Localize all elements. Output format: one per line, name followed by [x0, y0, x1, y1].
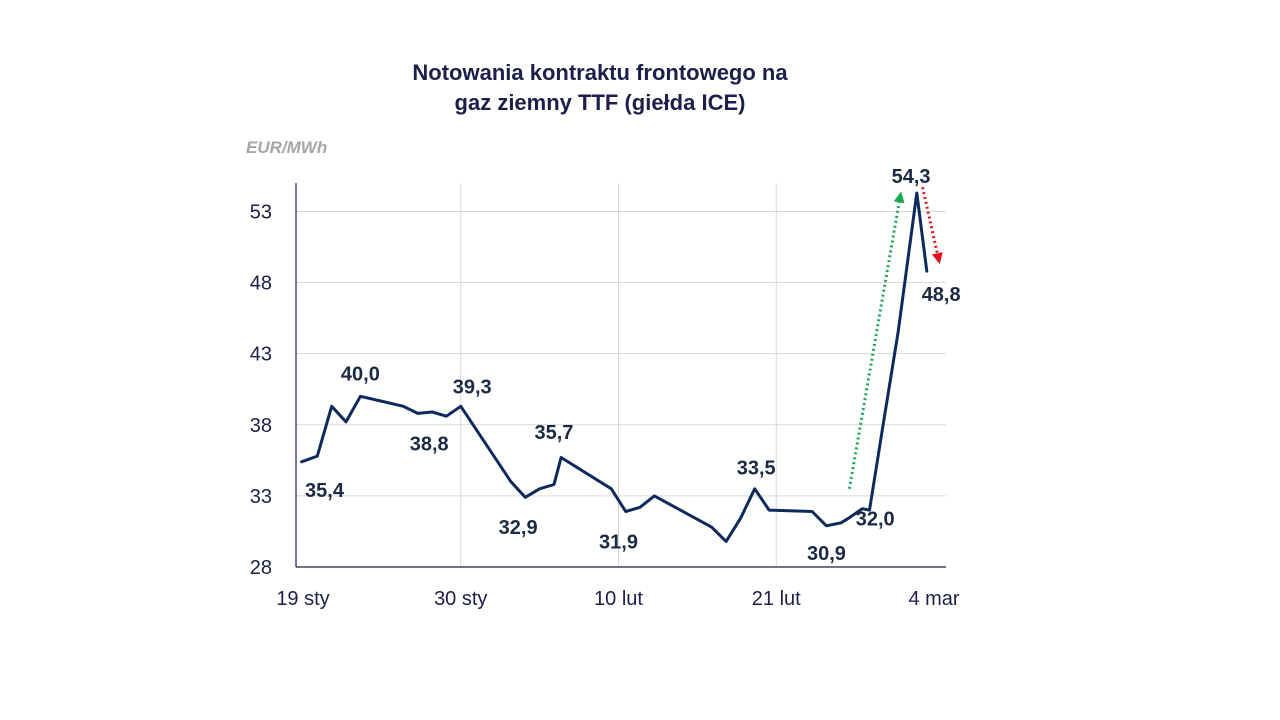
data-label: 38,8 — [410, 433, 449, 455]
arrow-up-head — [893, 191, 905, 204]
arrow-down-shaft — [921, 186, 939, 254]
grid-lines — [296, 183, 946, 567]
data-label: 30,9 — [807, 543, 846, 565]
data-label: 40,0 — [341, 364, 380, 386]
data-label: 48,8 — [922, 284, 961, 306]
data-labels: 35,4 40,0 38,8 39,3 32,9 35,7 31,9 33,5 30,9 32,0… — [305, 166, 961, 565]
x-tick-label: 30 sty — [434, 588, 487, 610]
series-group — [300, 191, 929, 543]
data-label: 32,9 — [499, 517, 538, 539]
chart-title-line-1: Notowania kontraktu frontowego na — [412, 60, 788, 85]
chart-title-line-2: gaz ziemny TTF (giełda ICE) — [454, 90, 746, 115]
y-tick-label: 33 — [250, 486, 272, 508]
y-tick-label: 28 — [250, 557, 272, 579]
annotation-arrows — [847, 186, 943, 490]
data-label: 31,9 — [599, 531, 638, 553]
y-tick-label: 53 — [250, 201, 272, 223]
arrow-down-head — [931, 252, 943, 265]
y-tick-label: 38 — [250, 415, 272, 437]
x-tick-label: 10 lut — [594, 588, 643, 610]
chart-title: Notowania kontraktu frontowego na gaz zi… — [340, 58, 860, 118]
data-label: 39,3 — [453, 376, 492, 398]
x-tick-label: 4 mar — [908, 588, 959, 610]
data-label: 35,7 — [534, 422, 573, 444]
axes — [295, 183, 946, 568]
data-label: 35,4 — [305, 480, 345, 502]
x-axis-ticks: 19 sty 30 sty 10 lut 21 lut 4 mar — [276, 588, 960, 610]
data-label: 32,0 — [856, 509, 895, 531]
x-tick-label: 21 lut — [752, 588, 801, 610]
arrow-up-shaft — [847, 202, 901, 490]
data-label: 54,3 — [892, 166, 931, 188]
y-axis-unit-label: EUR/MWh — [246, 138, 328, 157]
y-axis-ticks: 28 33 38 43 48 53 — [250, 201, 272, 579]
y-tick-label: 43 — [250, 344, 272, 366]
x-tick-label: 19 sty — [276, 588, 329, 610]
y-tick-label: 48 — [250, 273, 272, 295]
data-label: 33,5 — [737, 457, 776, 479]
series-line-ttf — [300, 191, 929, 543]
